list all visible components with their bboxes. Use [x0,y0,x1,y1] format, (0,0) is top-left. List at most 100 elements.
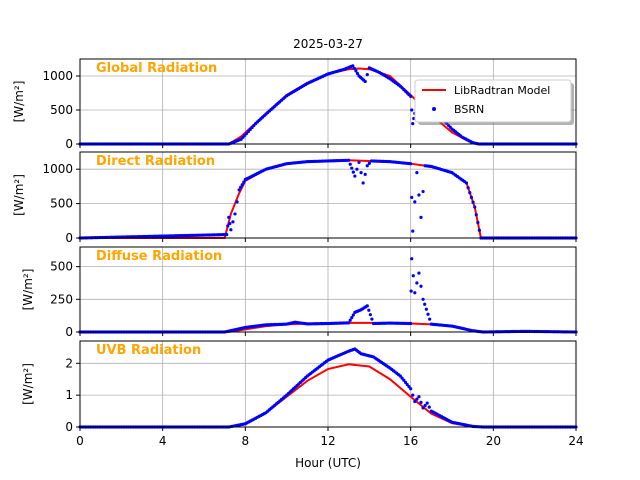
x-tick-label: 0 [76,434,84,448]
data-point-bsrn [403,380,408,385]
data-point-bsrn [425,401,429,405]
data-point-bsrn [468,190,472,195]
data-point-bsrn [474,213,478,217]
data-point-bsrn [225,232,229,237]
data-point-bsrn [351,64,355,68]
data-point-bsrn [415,171,419,175]
y-tick-label: 500 [50,197,73,211]
data-point-bsrn [417,271,421,275]
legend-box [414,79,572,123]
data-point-bsrn [350,316,354,320]
data-point-bsrn [411,274,415,278]
y-tick-label: 0 [65,231,73,245]
x-tick-label: 16 [403,434,418,448]
data-point-bsrn [355,167,359,171]
data-point-bsrn [361,181,365,185]
data-point-bsrn [424,307,428,311]
data-point-bsrn [473,205,477,209]
x-tick-label: 20 [486,434,501,448]
y-tick-label: 2 [65,356,73,370]
panel-2: 0 500 1000 Direct Radiation [W/m²] [12,151,578,245]
data-point-bsrn [407,385,411,389]
data-point-bsrn [370,317,374,321]
data-point-bsrn [409,289,413,293]
data-point-bsrn [242,180,246,184]
data-point-bsrn [423,302,427,306]
data-point-bsrn [363,172,367,176]
data-point-bsrn [365,164,369,168]
data-point-bsrn [466,186,470,190]
data-point-bsrn [348,318,352,322]
data-point-bsrn [428,317,432,321]
x-tick-label: 4 [159,434,167,448]
data-point-bsrn [368,313,372,317]
y-tick-label: 0 [65,137,73,151]
data-point-bsrn [409,387,413,391]
data-point-bsrn [410,257,414,261]
data-point-bsrn [355,71,360,76]
data-point-bsrn [227,215,231,219]
data-point-bsrn [233,212,237,216]
data-point-bsrn [405,382,409,387]
data-point-bsrn [235,200,239,204]
data-point-bsrn [228,221,232,226]
x-tick-label: 12 [320,434,335,448]
data-point-bsrn [367,161,371,165]
data-point-bsrn [352,66,356,70]
data-point-bsrn [231,220,235,224]
data-point-bsrn [240,183,244,187]
data-point-bsrn [423,403,427,408]
data-point-bsrn [398,374,402,378]
data-point-bsrn [351,170,355,174]
data-point-bsrn [354,69,358,73]
data-point-bsrn [237,188,241,192]
data-point-bsrn [363,79,367,84]
data-point-bsrn [417,395,421,399]
x-axis-label: Hour (UTC) [295,456,361,470]
data-point-bsrn [419,215,423,219]
data-point-bsrn [413,200,417,204]
data-point-bsrn [419,284,423,288]
panel-3: 0 250 500 Diffuse Radiation [W/m²] [21,246,578,339]
data-point-bsrn [471,200,475,204]
y-tick-label: 500 [50,103,73,117]
data-point-bsrn [427,405,431,409]
data-point-bsrn [415,281,419,285]
legend-obs-swatch [432,107,436,111]
y-tick-label: 0 [65,325,73,339]
data-point-bsrn [426,312,430,316]
data-point-bsrn [367,308,371,312]
y-tick-label: 1000 [42,162,73,176]
data-point-bsrn [415,397,419,401]
data-point-bsrn [421,406,425,410]
data-point-bsrn [411,393,415,397]
data-point-bsrn [411,122,415,126]
panel-title: Global Radiation [96,61,217,76]
y-tick-label: 0 [65,420,73,434]
data-point-bsrn [469,195,474,200]
data-point-bsrn [413,291,417,295]
data-point-bsrn [413,399,417,404]
y-tick-label: 1000 [42,69,73,83]
data-point-bsrn [477,228,481,232]
data-point-bsrn [357,160,361,164]
data-point-bsrn [351,313,355,317]
data-point-bsrn [365,73,369,77]
data-point-bsrn [417,193,421,197]
panel-title: Diffuse Radiation [96,249,222,264]
panel-title: UVB Radiation [96,343,201,358]
data-point-bsrn [476,220,480,225]
data-point-bsrn [409,162,413,166]
data-point-bsrn [365,304,369,308]
data-point-bsrn [410,108,414,112]
y-tick-label: 250 [50,292,73,306]
data-point-bsrn [400,376,404,380]
data-point-bsrn [411,229,415,233]
panel-1: 0 500 1000 Global Radiation [W/m²] [12,58,578,151]
data-point-bsrn [353,174,357,178]
data-point-bsrn [402,378,406,382]
figure-title: 2025-03-27 [293,37,363,51]
data-point-bsrn [226,224,230,228]
